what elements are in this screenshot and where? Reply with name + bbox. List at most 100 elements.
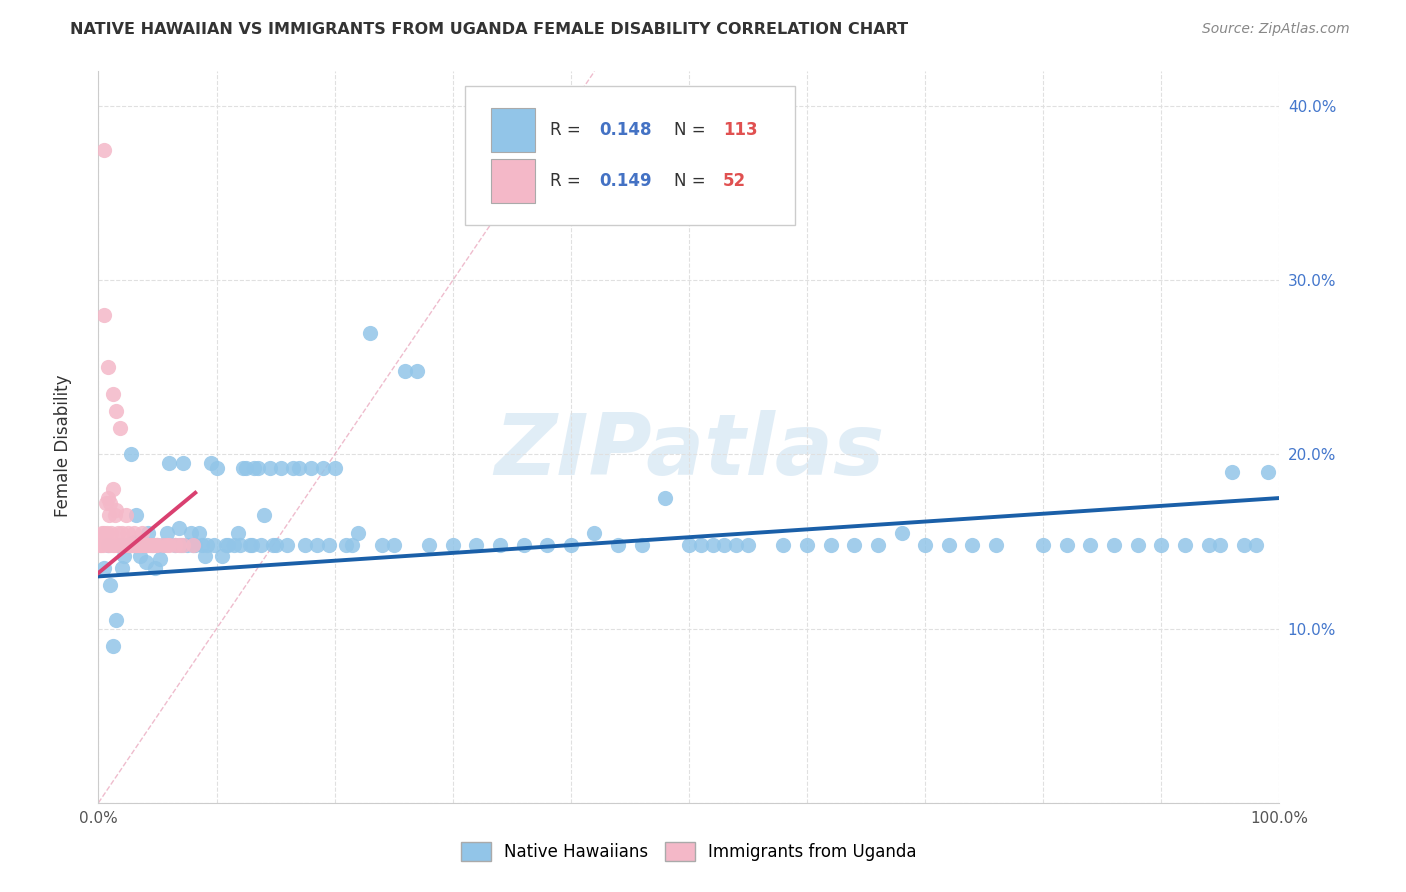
Point bbox=[283, 461, 305, 475]
Point bbox=[96, 525, 118, 540]
Point bbox=[98, 538, 121, 552]
Point bbox=[97, 538, 120, 552]
Point bbox=[180, 525, 202, 540]
Point bbox=[146, 538, 169, 552]
Text: 52: 52 bbox=[723, 172, 747, 190]
Point bbox=[1056, 538, 1078, 552]
Point bbox=[132, 538, 155, 552]
Point bbox=[93, 525, 115, 540]
Point bbox=[157, 456, 180, 470]
Point bbox=[117, 538, 139, 552]
Point bbox=[149, 552, 172, 566]
Point bbox=[91, 525, 114, 540]
Point bbox=[181, 538, 204, 552]
Point bbox=[607, 538, 630, 552]
Point bbox=[224, 538, 246, 552]
Text: 0.148: 0.148 bbox=[599, 121, 651, 139]
Point bbox=[243, 461, 266, 475]
Point bbox=[713, 538, 735, 552]
Point bbox=[143, 560, 166, 574]
Point bbox=[121, 538, 143, 552]
Point bbox=[984, 538, 1007, 552]
Point bbox=[231, 461, 253, 475]
Point bbox=[128, 538, 150, 552]
Point bbox=[167, 521, 190, 535]
Point bbox=[418, 538, 440, 552]
Point bbox=[305, 538, 328, 552]
Point bbox=[152, 538, 174, 552]
Point bbox=[1257, 465, 1279, 479]
Point bbox=[583, 525, 606, 540]
Point bbox=[172, 456, 194, 470]
Point bbox=[262, 538, 284, 552]
Point bbox=[125, 508, 148, 523]
Point bbox=[200, 456, 222, 470]
FancyBboxPatch shape bbox=[491, 159, 536, 203]
Point bbox=[105, 503, 128, 517]
Point bbox=[1150, 538, 1173, 552]
Point bbox=[1220, 465, 1243, 479]
Point bbox=[108, 538, 131, 552]
Point bbox=[107, 525, 129, 540]
Point bbox=[134, 538, 156, 552]
Point bbox=[114, 508, 136, 523]
Point bbox=[536, 538, 558, 552]
Point bbox=[117, 525, 139, 540]
Text: ZIPatlas: ZIPatlas bbox=[494, 410, 884, 493]
Point bbox=[139, 538, 162, 552]
Point bbox=[108, 421, 131, 435]
Point bbox=[890, 525, 912, 540]
Point bbox=[288, 461, 311, 475]
Point bbox=[97, 360, 120, 375]
Point bbox=[335, 538, 357, 552]
Point bbox=[318, 538, 340, 552]
Point bbox=[678, 538, 700, 552]
Point bbox=[294, 538, 316, 552]
Point bbox=[115, 538, 138, 552]
Point bbox=[342, 538, 364, 552]
Point bbox=[108, 538, 131, 552]
Point bbox=[796, 538, 818, 552]
Point bbox=[118, 538, 141, 552]
Point bbox=[111, 560, 134, 574]
Text: R =: R = bbox=[550, 172, 585, 190]
Point bbox=[136, 538, 159, 552]
Point bbox=[98, 508, 121, 523]
Point bbox=[105, 538, 128, 552]
Point bbox=[165, 538, 187, 552]
Point bbox=[125, 538, 148, 552]
Point bbox=[104, 508, 127, 523]
Point bbox=[820, 538, 842, 552]
Text: 113: 113 bbox=[723, 121, 758, 139]
Point bbox=[253, 508, 276, 523]
Point bbox=[110, 538, 132, 552]
Point bbox=[1174, 538, 1197, 552]
Point bbox=[844, 538, 866, 552]
Text: R =: R = bbox=[550, 121, 585, 139]
Point bbox=[689, 538, 711, 552]
Point bbox=[181, 538, 204, 552]
Point bbox=[97, 538, 120, 552]
Point bbox=[121, 538, 143, 552]
Point bbox=[90, 538, 112, 552]
Point bbox=[135, 538, 157, 552]
Text: N =: N = bbox=[673, 172, 710, 190]
Point bbox=[172, 538, 194, 552]
Point bbox=[702, 538, 724, 552]
Point bbox=[128, 538, 150, 552]
Point bbox=[938, 538, 960, 552]
Point bbox=[772, 538, 794, 552]
Point bbox=[91, 538, 114, 552]
Point bbox=[152, 538, 174, 552]
Point bbox=[312, 461, 335, 475]
Point bbox=[156, 538, 179, 552]
Point bbox=[465, 538, 488, 552]
Text: N =: N = bbox=[673, 121, 710, 139]
Point bbox=[105, 404, 128, 418]
Point bbox=[205, 461, 228, 475]
Point bbox=[371, 538, 394, 552]
Point bbox=[914, 538, 936, 552]
FancyBboxPatch shape bbox=[491, 108, 536, 152]
Point bbox=[962, 538, 984, 552]
Point bbox=[131, 525, 153, 540]
